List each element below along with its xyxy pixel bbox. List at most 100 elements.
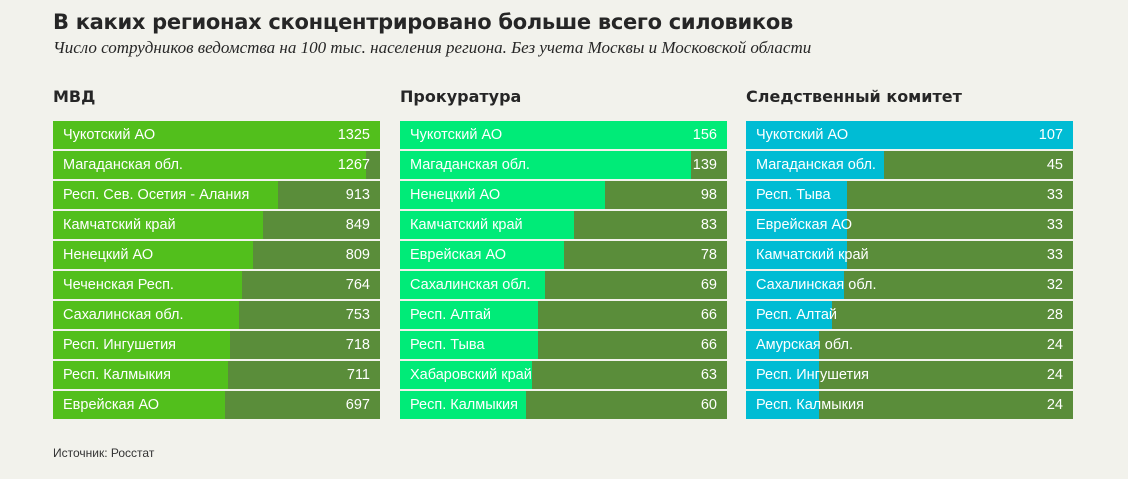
bar-label: Камчатский край [410, 217, 523, 233]
bar-row: Сахалинская обл. 32 [746, 271, 1073, 299]
bar-row: Респ. Сев. Осетия - Алания 913 [53, 181, 380, 209]
bar-value: 753 [345, 307, 370, 323]
bar-label: Еврейская АО [63, 397, 160, 413]
bar-value: 66 [700, 337, 717, 353]
bar-label: Сахалинская обл. [410, 277, 531, 293]
bar [400, 151, 692, 179]
bar-value: 24 [1046, 397, 1063, 413]
bar [400, 271, 545, 299]
bar-row: Ненецкий АО 98 [400, 181, 727, 209]
bar-row: Чеченская Респ. 764 [53, 271, 380, 299]
bar-row: Респ. Алтай 28 [746, 301, 1073, 329]
bar-row: Сахалинская обл. 753 [53, 301, 380, 329]
rows-sk: Чукотский АО 107 Магаданская обл. 45 Респ. Т… [746, 121, 1073, 419]
bar-row: Респ. Калмыкия 711 [53, 361, 380, 389]
bar-value: 1267 [337, 157, 370, 173]
bar-label: Респ. Тыва [410, 337, 485, 353]
bar [400, 391, 526, 419]
source-note: Источник: Росстат [53, 446, 155, 460]
bar [53, 271, 242, 299]
bar-value: 156 [692, 127, 717, 143]
bar-label: Сахалинская обл. [63, 307, 184, 323]
rows-prokuratura: Чукотский АО 156 Магаданская обл. 139 Ненецк… [400, 121, 727, 419]
bar-label: Еврейская АО [410, 247, 507, 263]
bar-label: Сахалинская обл. [756, 277, 877, 293]
bar-label: Респ. Калмыкия [63, 367, 171, 383]
bar [53, 211, 263, 239]
panel-title-sk: Следственный комитет [746, 87, 962, 106]
bar-label: Респ. Ингушетия [756, 367, 870, 383]
bar-row: Камчатский край 83 [400, 211, 727, 239]
bar-label: Респ. Алтай [410, 307, 492, 323]
bar-label: Амурская обл. [756, 337, 854, 353]
bar-value: 1325 [337, 127, 370, 143]
bar-value: 69 [700, 277, 717, 293]
bar-row: Чукотский АО 107 [746, 121, 1073, 149]
bar-row: Ненецкий АО 809 [53, 241, 380, 269]
bar [53, 391, 225, 419]
bar-value: 139 [692, 157, 717, 173]
bar-row: Камчатский край 33 [746, 241, 1073, 269]
bar-value: 32 [1046, 277, 1063, 293]
bar-value: 60 [700, 397, 717, 413]
bar [746, 271, 844, 299]
bar-row: Магаданская обл. 1267 [53, 151, 380, 179]
bar-label: Камчатский край [63, 217, 176, 233]
bar-value: 809 [345, 247, 370, 263]
bar-row: Магаданская обл. 139 [400, 151, 727, 179]
bar-label: Магаданская обл. [756, 157, 876, 173]
panel-title-mvd: МВД [53, 87, 96, 106]
bar-row: Хабаровский край 63 [400, 361, 727, 389]
bar-row: Респ. Ингушетия 718 [53, 331, 380, 359]
bar-label: Чукотский АО [756, 127, 849, 143]
bar [400, 121, 727, 149]
panel-mvd: МВД Чукотский АО 1325 Магаданская обл. 1267… [53, 86, 380, 421]
bar-value: 78 [700, 247, 717, 263]
bar [746, 121, 1073, 149]
bar [400, 331, 539, 359]
bar-row: Респ. Калмыкия 24 [746, 391, 1073, 419]
bar [53, 361, 229, 389]
bar [400, 301, 539, 329]
bar-label: Камчатский край [756, 247, 869, 263]
bar-row: Амурская обл. 24 [746, 331, 1073, 359]
bar [746, 181, 847, 209]
bar-row: Магаданская обл. 45 [746, 151, 1073, 179]
bar-label: Магаданская обл. [63, 157, 183, 173]
bar-row: Еврейская АО 78 [400, 241, 727, 269]
bar [746, 151, 884, 179]
bar-row: Респ. Ингушетия 24 [746, 361, 1073, 389]
bar [53, 301, 239, 329]
bar-label: Респ. Алтай [756, 307, 838, 323]
bar-row: Еврейская АО 33 [746, 211, 1073, 239]
bar-row: Респ. Тыва 33 [746, 181, 1073, 209]
bar-row: Чукотский АО 156 [400, 121, 727, 149]
bar-row: Сахалинская обл. 69 [400, 271, 727, 299]
bar-label: Чукотский АО [410, 127, 503, 143]
bar [746, 301, 832, 329]
bar-value: 28 [1046, 307, 1063, 323]
bar-value: 98 [700, 187, 717, 203]
rows-mvd: Чукотский АО 1325 Магаданская обл. 1267 Респ… [53, 121, 380, 419]
bar [53, 151, 366, 179]
bar-row: Респ. Калмыкия 60 [400, 391, 727, 419]
bar-label: Еврейская АО [756, 217, 853, 233]
chart-subtitle: Число сотрудников ведомства на 100 тыс. … [53, 38, 812, 57]
bar [53, 181, 279, 209]
bar-label: Чукотский АО [63, 127, 156, 143]
bar [746, 241, 847, 269]
bar-value: 718 [345, 337, 370, 353]
bar-value: 33 [1046, 217, 1063, 233]
bar [746, 361, 820, 389]
bar-label: Респ. Калмыкия [410, 397, 518, 413]
bar-value: 33 [1046, 187, 1063, 203]
bar-label: Магаданская обл. [410, 157, 530, 173]
bar-row: Респ. Алтай 66 [400, 301, 727, 329]
bar-label: Респ. Сев. Осетия - Алания [63, 187, 250, 203]
bar-row: Камчатский край 849 [53, 211, 380, 239]
bar-value: 764 [345, 277, 370, 293]
bar-row: Чукотский АО 1325 [53, 121, 380, 149]
bar-value: 33 [1046, 247, 1063, 263]
bar-value: 107 [1038, 127, 1063, 143]
bar [53, 121, 380, 149]
